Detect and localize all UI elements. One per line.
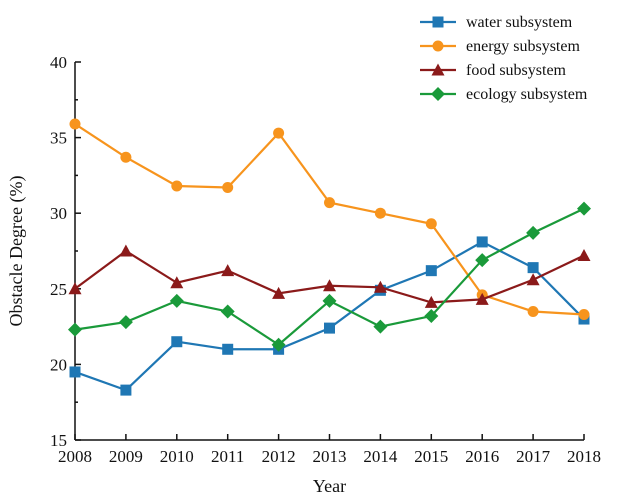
axes xyxy=(74,62,584,441)
series-ecology-subsystem xyxy=(68,201,591,352)
data-point xyxy=(169,293,184,308)
data-point xyxy=(171,336,183,348)
data-point xyxy=(324,197,335,209)
x-tick-label: 2015 xyxy=(414,447,448,466)
data-point xyxy=(425,218,437,230)
x-tick-label: 2012 xyxy=(262,447,296,466)
data-point xyxy=(120,384,132,396)
data-point xyxy=(475,253,490,268)
legend-entry: ecology subsystem xyxy=(420,86,588,103)
legend-marker xyxy=(431,87,445,101)
y-tick-label: 40 xyxy=(50,53,67,72)
y-tick-label: 30 xyxy=(50,204,67,223)
legend-marker xyxy=(431,63,445,76)
data-point xyxy=(120,151,132,163)
x-tick-label: 2014 xyxy=(363,447,398,466)
data-point xyxy=(424,309,439,324)
data-point xyxy=(222,343,234,355)
data-point xyxy=(578,309,590,321)
y-tick-label: 35 xyxy=(50,129,67,148)
data-point xyxy=(425,265,437,277)
data-point xyxy=(69,366,81,378)
legend-entry: food subsystem xyxy=(420,62,567,79)
legend-entry: water subsystem xyxy=(420,14,573,31)
data-point xyxy=(68,322,82,337)
legend-label: energy subsystem xyxy=(466,38,580,55)
data-point xyxy=(577,249,591,262)
data-point xyxy=(577,201,591,216)
data-point xyxy=(68,282,82,295)
data-point xyxy=(119,244,133,257)
data-point xyxy=(373,319,388,334)
data-point xyxy=(272,286,286,299)
x-tick-label: 2008 xyxy=(58,447,92,466)
data-point xyxy=(373,280,387,293)
data-point xyxy=(424,295,438,308)
x-tick-label: 2016 xyxy=(465,447,499,466)
data-point xyxy=(118,315,133,330)
x-tick-label: 2013 xyxy=(313,447,347,466)
legend-entry: energy subsystem xyxy=(420,38,580,55)
data-point xyxy=(221,264,235,277)
series-layer xyxy=(68,118,591,396)
legend-marker xyxy=(432,16,444,28)
series-line xyxy=(74,240,585,392)
data-point xyxy=(323,279,336,292)
data-point xyxy=(170,276,184,289)
data-point xyxy=(526,273,540,286)
series-food-subsystem xyxy=(68,244,591,308)
data-point xyxy=(322,293,337,308)
data-point xyxy=(476,236,488,248)
data-point xyxy=(374,207,386,219)
data-point xyxy=(475,292,489,305)
y-tick-label: 20 xyxy=(50,355,67,374)
y-axis-title: Obstacle Degree (%) xyxy=(6,176,27,327)
data-point xyxy=(69,118,81,130)
data-point xyxy=(273,127,285,139)
legend-label: food subsystem xyxy=(466,62,567,79)
data-point xyxy=(527,305,539,317)
data-point xyxy=(526,225,541,240)
series-energy-subsystem xyxy=(69,118,590,321)
x-ticks: 2008 2009 2010 2011 2012 2013 2014 2015 2016 2017… xyxy=(58,434,601,466)
data-point xyxy=(527,262,539,274)
data-point xyxy=(220,304,235,319)
y-tick-label: 25 xyxy=(50,280,67,299)
data-point xyxy=(171,180,183,192)
legend: water subsystem energy subsystem food subs… xyxy=(420,14,588,103)
data-point xyxy=(271,337,286,352)
y-ticks: 15 20 25 30 35 40 xyxy=(50,53,81,450)
x-axis-title: Year xyxy=(313,476,346,496)
legend-label: ecology subsystem xyxy=(466,86,588,103)
x-tick-label: 2010 xyxy=(160,447,194,466)
y-tick-label: 15 xyxy=(50,431,67,450)
x-tick-label: 2017 xyxy=(516,447,551,466)
x-tick-label: 2009 xyxy=(109,447,143,466)
data-point xyxy=(324,322,335,334)
x-tick-label: 2011 xyxy=(211,447,244,466)
legend-label: water subsystem xyxy=(466,14,573,31)
data-point xyxy=(222,181,234,193)
legend-marker xyxy=(432,40,444,52)
x-tick-label: 2018 xyxy=(567,447,601,466)
series-water-subsystem xyxy=(69,236,590,396)
